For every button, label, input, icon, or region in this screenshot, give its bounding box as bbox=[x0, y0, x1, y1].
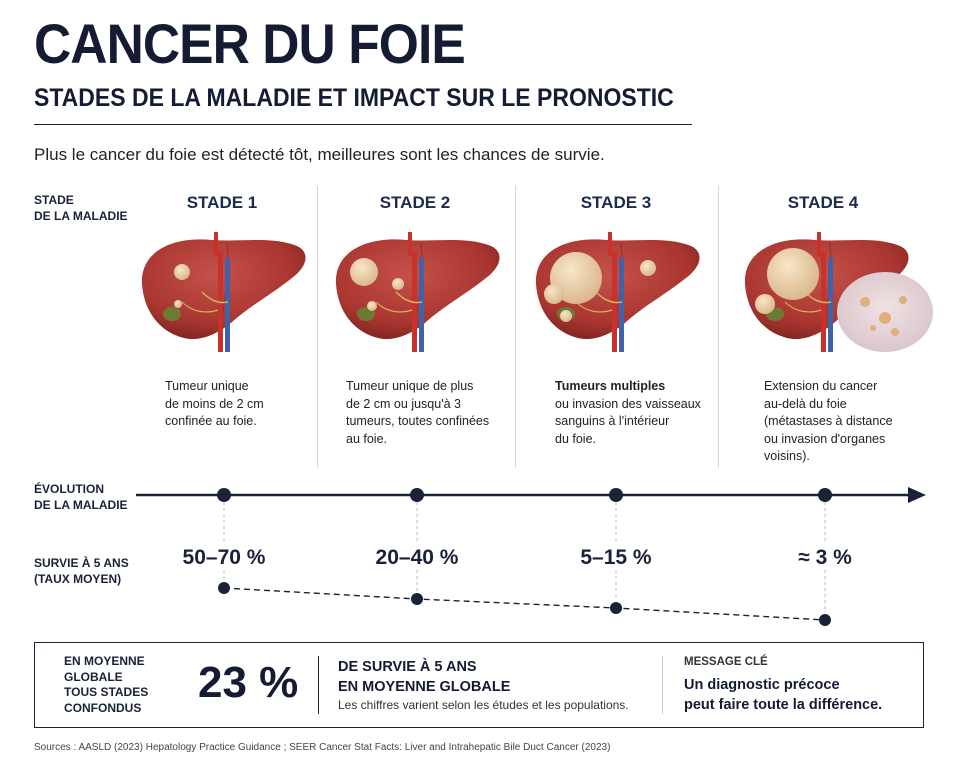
survival-point bbox=[819, 614, 831, 626]
page-title: CANCER DU FOIE bbox=[34, 12, 466, 75]
description-line: voisins). bbox=[764, 449, 810, 463]
liver-stage-2-illustration bbox=[335, 231, 501, 353]
description-line: confinée au foie. bbox=[165, 414, 257, 428]
row-label-line: SURVIE À 5 ANS bbox=[34, 556, 129, 570]
summary-divider bbox=[318, 656, 319, 714]
description-line: Tumeur unique bbox=[165, 379, 249, 393]
column-divider bbox=[317, 186, 318, 468]
stage-title: STADE 3 bbox=[580, 193, 652, 212]
description-line: sanguins à l'intérieur bbox=[555, 414, 670, 428]
stage-4-marker bbox=[818, 488, 832, 502]
row-label-line: STADE bbox=[34, 193, 74, 207]
summary-headline: DE SURVIE À 5 ANS EN MOYENNE GLOBALE bbox=[338, 658, 510, 697]
description-line: Extension du cancer bbox=[764, 379, 878, 393]
summary-box bbox=[34, 642, 924, 728]
sources-text: Sources : AASLD (2023) Hepatology Practi… bbox=[34, 742, 611, 753]
description-bold-line: Tumeurs multiples bbox=[555, 379, 666, 393]
survival-value: 20–40 % bbox=[375, 546, 459, 569]
description-line: au foie. bbox=[346, 431, 388, 446]
liver-stage-4-illustration bbox=[744, 231, 933, 353]
title-rule bbox=[34, 124, 692, 125]
overall-survival-value: 23 % bbox=[198, 658, 299, 707]
survival-value: 50–70 % bbox=[182, 546, 266, 569]
description-line: (métastases à distance bbox=[764, 414, 893, 428]
key-message: Un diagnostic précoce peut faire toute l… bbox=[684, 676, 882, 715]
row-label-line: ÉVOLUTION bbox=[34, 482, 105, 496]
summary-label-line: TOUS STADES bbox=[64, 685, 149, 700]
timeline-arrow bbox=[908, 487, 926, 503]
description-line: ou invasion d'organes bbox=[764, 431, 886, 446]
row-label-survival: SURVIE À 5 ANS (TAUX MOYEN) bbox=[34, 556, 129, 587]
stage-3-marker bbox=[609, 488, 623, 502]
column-divider bbox=[718, 186, 719, 468]
description-line: Tumeur unique de plus bbox=[346, 379, 474, 393]
survival-value: 5–15 % bbox=[580, 546, 652, 569]
description-line: de 2 cm ou jusqu'à 3 bbox=[346, 396, 461, 411]
summary-note: Les chiffres varient selon les études et… bbox=[338, 698, 629, 712]
row-label-line: (TAUX MOYEN) bbox=[34, 571, 122, 586]
stage-description: Tumeur unique de plus de 2 cm ou jusqu'à… bbox=[346, 378, 516, 448]
page-subtitle: STADES DE LA MALADIE ET IMPACT SUR LE PR… bbox=[34, 84, 674, 112]
row-label-stage: STADE DE LA MALADIE bbox=[34, 193, 128, 224]
summary-divider bbox=[662, 656, 663, 714]
summary-label-line: GLOBALE bbox=[64, 669, 123, 684]
summary-headline-line: EN MOYENNE GLOBALE bbox=[338, 678, 511, 695]
liver-stage-3-illustration bbox=[535, 231, 701, 353]
description-line: au-delà du foie bbox=[764, 396, 847, 411]
summary-label-line: EN MOYENNE bbox=[64, 654, 145, 668]
survival-point bbox=[411, 593, 423, 605]
survival-value: ≈ 3 % bbox=[798, 546, 852, 569]
column-divider bbox=[515, 186, 516, 468]
intro-text: Plus le cancer du foie est détecté tôt, … bbox=[34, 145, 605, 164]
survival-point bbox=[218, 582, 230, 594]
evolution-timeline bbox=[136, 487, 926, 626]
stage-description: Tumeurs multiples ou invasion des vaisse… bbox=[555, 378, 725, 448]
key-message-line: Un diagnostic précoce bbox=[684, 677, 840, 693]
row-label-line: DE LA MALADIE bbox=[34, 497, 128, 512]
stage-description: Tumeur unique de moins de 2 cm confinée … bbox=[165, 378, 335, 431]
key-message-line: peut faire toute la différence. bbox=[684, 696, 883, 713]
liver-stage-1-illustration bbox=[141, 231, 307, 353]
key-message-label: MESSAGE CLÉ bbox=[684, 656, 768, 668]
stage-2-marker bbox=[410, 488, 424, 502]
row-label-line: DE LA MALADIE bbox=[34, 208, 128, 223]
description-line: de moins de 2 cm bbox=[165, 396, 264, 411]
description-line: tumeurs, toutes confinées bbox=[346, 414, 490, 428]
row-label-evolution: ÉVOLUTION DE LA MALADIE bbox=[34, 482, 128, 513]
survival-point bbox=[610, 602, 622, 614]
summary-headline-line: DE SURVIE À 5 ANS bbox=[338, 659, 477, 675]
summary-label: EN MOYENNE GLOBALE TOUS STADES CONFONDUS bbox=[64, 654, 148, 716]
summary-label-line: CONFONDUS bbox=[64, 700, 142, 715]
stage-1-marker bbox=[217, 488, 231, 502]
description-line: du foie. bbox=[555, 431, 597, 446]
stage-title: STADE 4 bbox=[787, 193, 859, 212]
description-line: ou invasion des vaisseaux bbox=[555, 396, 701, 411]
stage-title: STADE 1 bbox=[186, 193, 258, 212]
survival-trend-line bbox=[223, 587, 826, 621]
stage-description: Extension du cancer au-delà du foie (mét… bbox=[764, 378, 934, 466]
stage-title: STADE 2 bbox=[379, 193, 451, 212]
